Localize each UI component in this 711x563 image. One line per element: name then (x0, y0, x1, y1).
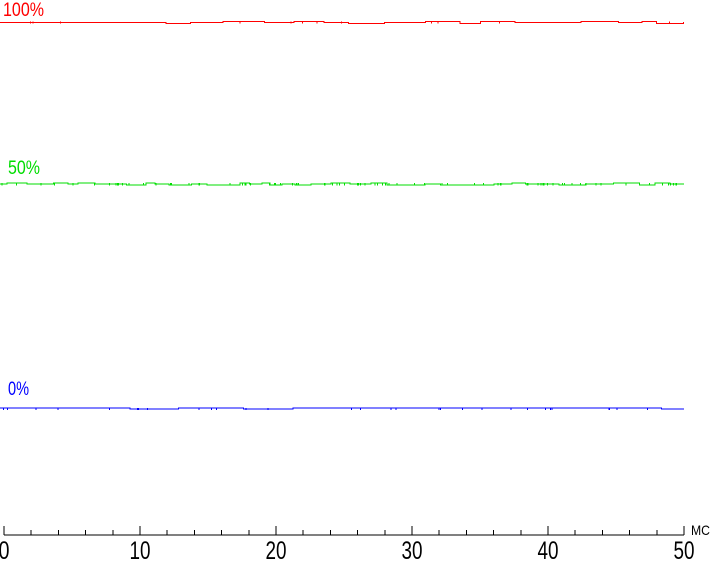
x-unit-label: МС (691, 522, 710, 538)
trace-0-line (0, 407, 684, 410)
trace-0-label: 0% (8, 379, 29, 400)
x-tick-label-10: 10 (130, 537, 151, 563)
x-tick-label-0: 0 (0, 537, 10, 563)
x-tick-label-40: 40 (538, 537, 559, 563)
trace-100-line (0, 21, 684, 24)
x-tick-label-20: 20 (266, 537, 287, 563)
x-axis (3, 526, 685, 536)
x-tick-label-50: 50 (674, 537, 695, 563)
x-tick-label-30: 30 (402, 537, 423, 563)
trace-100-label: 100% (3, 0, 44, 21)
trace-50-line (0, 182, 684, 186)
trace-50-label: 50% (8, 158, 40, 179)
